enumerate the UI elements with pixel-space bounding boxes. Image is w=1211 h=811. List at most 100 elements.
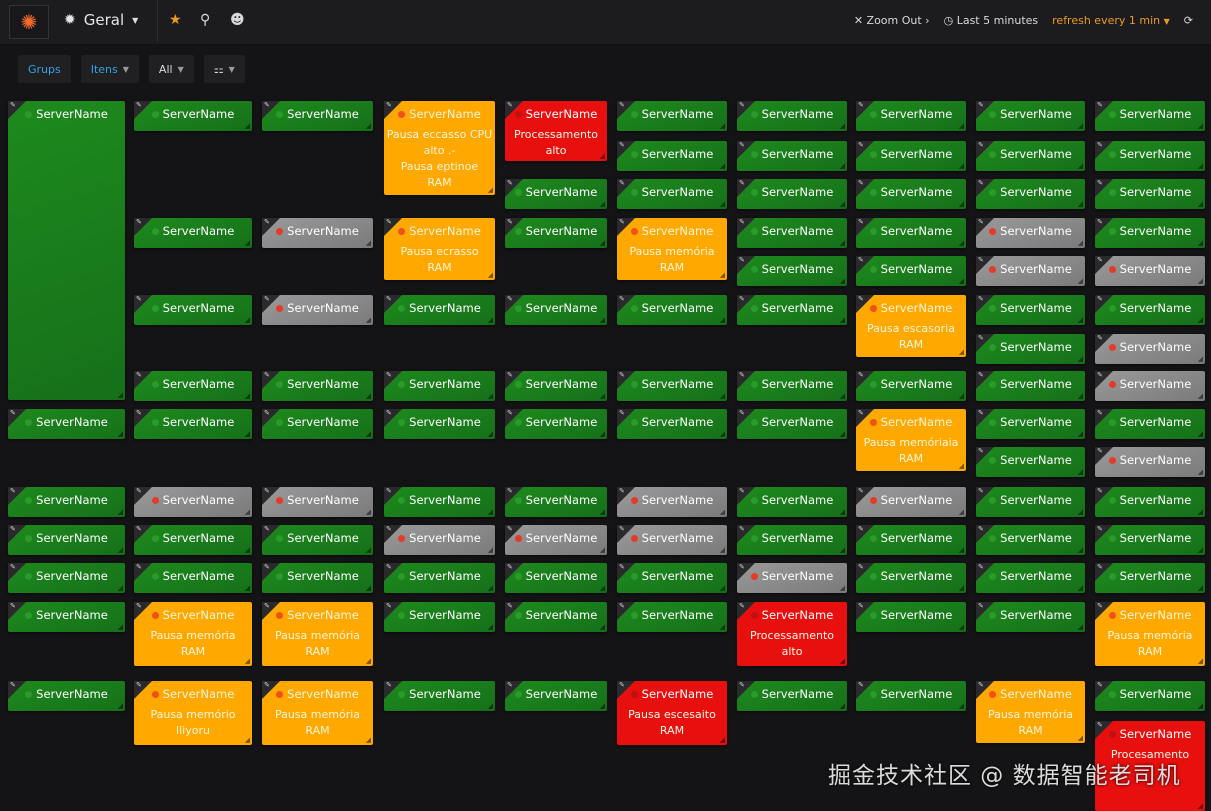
edit-icon[interactable]: ✎ xyxy=(739,563,745,571)
server-status-tile[interactable]: ✎ ServerName ◢ xyxy=(134,409,252,439)
resize-handle-icon[interactable]: ◢ xyxy=(1197,508,1203,516)
edit-icon[interactable]: ✎ xyxy=(136,487,142,495)
server-status-tile[interactable]: ✎ ServerName ◢ xyxy=(976,602,1085,632)
resize-handle-icon[interactable]: ◢ xyxy=(1197,468,1203,476)
resize-handle-icon[interactable]: ◢ xyxy=(1077,277,1083,285)
edit-icon[interactable]: ✎ xyxy=(507,525,513,533)
server-status-tile[interactable]: ✎ ServerName ◢ xyxy=(737,563,847,593)
resize-handle-icon[interactable]: ◢ xyxy=(958,200,964,208)
resize-handle-icon[interactable]: ◢ xyxy=(1077,623,1083,631)
server-status-tile[interactable]: ✎ ServerName ◢ xyxy=(8,681,125,711)
server-status-tile[interactable]: ✎ ServerName ◢ xyxy=(737,179,847,209)
edit-icon[interactable]: ✎ xyxy=(858,295,864,303)
edit-icon[interactable]: ✎ xyxy=(136,681,142,689)
edit-icon[interactable]: ✎ xyxy=(507,681,513,689)
resize-handle-icon[interactable]: ◢ xyxy=(599,392,605,400)
resize-handle-icon[interactable]: ◢ xyxy=(599,200,605,208)
server-status-tile[interactable]: ✎ ServerName ◢ xyxy=(8,101,125,400)
edit-icon[interactable]: ✎ xyxy=(739,409,745,417)
edit-icon[interactable]: ✎ xyxy=(264,409,270,417)
edit-icon[interactable]: ✎ xyxy=(136,525,142,533)
server-status-tile[interactable]: ✎ ServerName ◢ xyxy=(856,525,966,555)
edit-icon[interactable]: ✎ xyxy=(136,409,142,417)
resize-handle-icon[interactable]: ◢ xyxy=(839,392,845,400)
edit-icon[interactable]: ✎ xyxy=(136,295,142,303)
server-status-tile[interactable]: ✎ ServerName ◢ xyxy=(8,602,125,632)
resize-handle-icon[interactable]: ◢ xyxy=(958,584,964,592)
server-status-tile[interactable]: ✎ ServerName ◢ xyxy=(976,334,1085,364)
variable-1-dropdown[interactable]: Grups xyxy=(18,55,71,83)
edit-icon[interactable]: ✎ xyxy=(978,101,984,109)
server-status-tile[interactable]: ✎ ServerName ◢ xyxy=(8,487,125,517)
resize-handle-icon[interactable]: ◢ xyxy=(365,122,371,130)
resize-handle-icon[interactable]: ◢ xyxy=(1197,430,1203,438)
server-status-tile[interactable]: ✎ ServerName ◢ xyxy=(737,681,847,711)
resize-handle-icon[interactable]: ◢ xyxy=(1077,200,1083,208)
variable-2-dropdown[interactable]: Itens ▼ xyxy=(80,55,139,83)
server-status-tile[interactable]: ✎ ServerName ◢ xyxy=(856,141,966,171)
server-status-tile[interactable]: ✎ ServerName ◢ xyxy=(262,563,373,593)
edit-icon[interactable]: ✎ xyxy=(1097,334,1103,342)
server-status-tile[interactable]: ✎ ServerName ◢ xyxy=(617,487,727,517)
server-status-tile[interactable]: ✎ ServerName ◢ xyxy=(505,563,607,593)
resize-handle-icon[interactable]: ◢ xyxy=(1077,546,1083,554)
server-status-tile[interactable]: ✎ ServerName ◢ xyxy=(505,179,607,209)
edit-icon[interactable]: ✎ xyxy=(1097,256,1103,264)
resize-handle-icon[interactable]: ◢ xyxy=(599,584,605,592)
resize-handle-icon[interactable]: ◢ xyxy=(244,546,250,554)
variable-4-dropdown[interactable]: ⚏ ▼ xyxy=(203,55,245,83)
resize-handle-icon[interactable]: ◢ xyxy=(1077,430,1083,438)
server-status-tile[interactable]: ✎ ServerName ◢ xyxy=(976,101,1085,131)
resize-handle-icon[interactable]: ◢ xyxy=(487,508,493,516)
edit-icon[interactable]: ✎ xyxy=(978,525,984,533)
server-status-tile[interactable]: ✎ ServerName ◢ xyxy=(134,487,252,517)
edit-icon[interactable]: ✎ xyxy=(1097,101,1103,109)
server-status-tile[interactable]: ✎ ServerName ◢ xyxy=(617,295,727,325)
edit-icon[interactable]: ✎ xyxy=(978,218,984,226)
resize-handle-icon[interactable]: ◢ xyxy=(1197,277,1203,285)
edit-icon[interactable]: ✎ xyxy=(858,371,864,379)
star-icon[interactable]: ★ xyxy=(169,12,182,28)
server-status-tile[interactable]: ✎ ServerName ◢ xyxy=(976,218,1085,248)
server-status-tile[interactable]: ✎ ServerName ◢ xyxy=(1095,141,1205,171)
edit-icon[interactable]: ✎ xyxy=(858,409,864,417)
resize-handle-icon[interactable]: ◢ xyxy=(1077,162,1083,170)
edit-icon[interactable]: ✎ xyxy=(1097,602,1103,610)
server-status-tile[interactable]: ✎ ServerName ◢ xyxy=(262,525,373,555)
resize-handle-icon[interactable]: ◢ xyxy=(958,462,964,470)
server-status-tile[interactable]: ✎ ServerName ◢ xyxy=(134,563,252,593)
resize-handle-icon[interactable]: ◢ xyxy=(487,623,493,631)
resize-handle-icon[interactable]: ◢ xyxy=(1197,802,1203,810)
resize-handle-icon[interactable]: ◢ xyxy=(365,508,371,516)
server-status-tile[interactable]: ✎ ServerName ◢ xyxy=(505,295,607,325)
resize-handle-icon[interactable]: ◢ xyxy=(599,430,605,438)
resize-handle-icon[interactable]: ◢ xyxy=(1077,392,1083,400)
edit-icon[interactable]: ✎ xyxy=(1097,141,1103,149)
edit-icon[interactable]: ✎ xyxy=(507,218,513,226)
resize-handle-icon[interactable]: ◢ xyxy=(839,277,845,285)
edit-icon[interactable]: ✎ xyxy=(264,525,270,533)
server-status-tile[interactable]: ✎ ServerName ◢ xyxy=(737,487,847,517)
server-status-tile[interactable]: ✎ ServerName ◢ xyxy=(737,295,847,325)
edit-icon[interactable]: ✎ xyxy=(386,525,392,533)
edit-icon[interactable]: ✎ xyxy=(978,371,984,379)
resize-handle-icon[interactable]: ◢ xyxy=(719,546,725,554)
resize-handle-icon[interactable]: ◢ xyxy=(365,584,371,592)
server-status-tile[interactable]: ✎ ServerName ◢ xyxy=(134,371,252,401)
resize-handle-icon[interactable]: ◢ xyxy=(117,623,123,631)
resize-handle-icon[interactable]: ◢ xyxy=(958,277,964,285)
resize-handle-icon[interactable]: ◢ xyxy=(839,316,845,324)
edit-icon[interactable]: ✎ xyxy=(264,487,270,495)
resize-handle-icon[interactable]: ◢ xyxy=(117,546,123,554)
edit-icon[interactable]: ✎ xyxy=(739,101,745,109)
server-status-tile[interactable]: ✎ ServerName Processamento alto ◢ xyxy=(505,101,607,161)
server-status-tile[interactable]: ✎ ServerName ◢ xyxy=(856,218,966,248)
server-status-tile[interactable]: ✎ ServerName ◢ xyxy=(856,101,966,131)
edit-icon[interactable]: ✎ xyxy=(739,256,745,264)
edit-icon[interactable]: ✎ xyxy=(264,101,270,109)
server-status-tile[interactable]: ✎ ServerName ◢ xyxy=(737,525,847,555)
resize-handle-icon[interactable]: ◢ xyxy=(719,122,725,130)
server-status-tile[interactable]: ✎ ServerName ◢ xyxy=(505,218,607,248)
resize-handle-icon[interactable]: ◢ xyxy=(1077,316,1083,324)
server-status-tile[interactable]: ✎ ServerName ◢ xyxy=(1095,179,1205,209)
